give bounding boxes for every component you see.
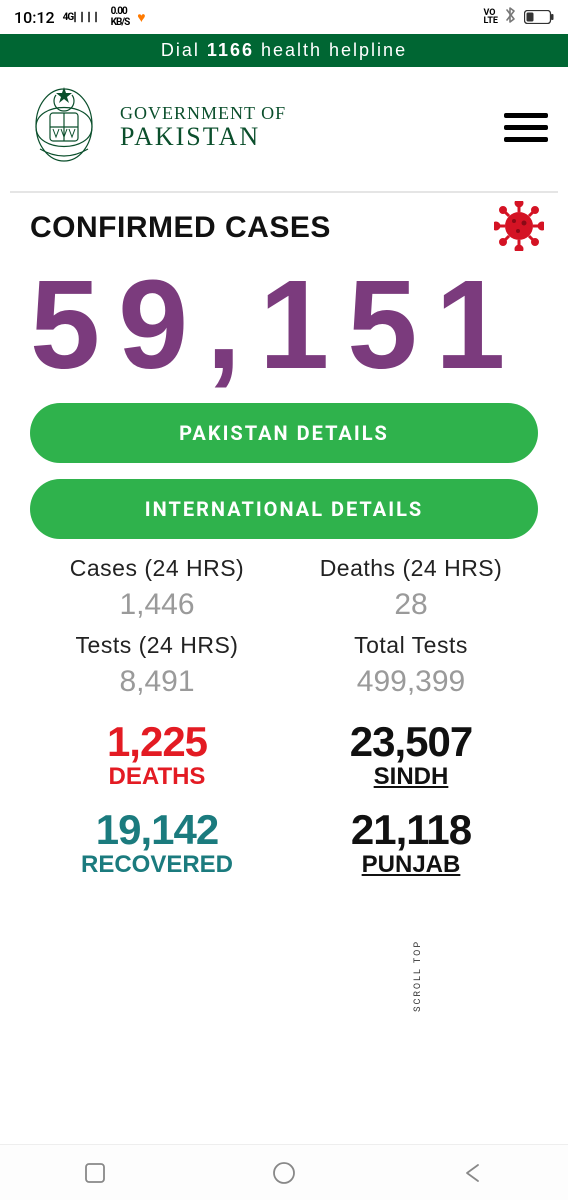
gov-line2: PAKISTAN: [120, 123, 286, 150]
cases24-value: 1,446: [30, 588, 284, 622]
deaths-number: 1,225: [30, 721, 284, 763]
deaths-cell: 1,225 DEATHS: [30, 721, 284, 789]
deaths-label: DEATHS: [30, 765, 284, 789]
heart-icon: ♥: [137, 9, 145, 26]
sindh-label: SINDH: [284, 765, 538, 789]
header: GOVERNMENT OF PAKISTAN: [0, 67, 568, 191]
scroll-top-button[interactable]: SCROLL TOP: [413, 940, 423, 1012]
cases24-label: Cases (24 HRS): [30, 555, 284, 582]
punjab-label: PUNJAB: [284, 853, 538, 877]
helpline-post: health helpline: [254, 40, 407, 60]
tests24-value: 8,491: [30, 665, 284, 699]
recovered-label: RECOVERED: [30, 853, 284, 877]
helpline-banner: Dial 1166 health helpline: [0, 34, 568, 67]
nav-home-button[interactable]: [270, 1159, 298, 1187]
menu-button[interactable]: [504, 113, 548, 142]
status-bar: 10:12 4G ⎸⎸⎸⎸ 0.00KB/S ♥ VO LTE: [0, 0, 568, 34]
network-speed: 0.00KB/S: [111, 6, 130, 28]
punjab-number: 21,118: [284, 809, 538, 851]
pakistan-details-button[interactable]: PAKISTAN DETAILS: [30, 403, 538, 463]
network-4g-icon: 4G ⎸⎸⎸⎸: [63, 12, 103, 23]
sindh-number: 23,507: [284, 721, 538, 763]
status-time: 10:12: [14, 8, 55, 27]
helpline-number: 1166: [207, 40, 254, 60]
pakistan-emblem-icon: [20, 83, 108, 171]
battery-icon: [524, 10, 554, 24]
deaths24-value: 28: [284, 588, 538, 622]
stats-card: CONFIRMED CASES: [10, 191, 558, 877]
nav-back-button[interactable]: [459, 1159, 487, 1187]
logo-block: GOVERNMENT OF PAKISTAN: [20, 83, 286, 171]
card-title: CONFIRMED CASES: [30, 211, 331, 245]
totaltests-value: 499,399: [284, 665, 538, 699]
gov-text: GOVERNMENT OF PAKISTAN: [120, 104, 286, 150]
volte-icon: VO LTE: [483, 9, 498, 25]
recovered-number: 19,142: [30, 809, 284, 851]
bluetooth-icon: [504, 6, 518, 28]
deaths24-label: Deaths (24 HRS): [284, 555, 538, 582]
stats-24hr-grid: Cases (24 HRS) Deaths (24 HRS) 1,446 28 …: [30, 555, 538, 703]
helpline-pre: Dial: [161, 40, 207, 60]
summary-grid: 1,225 DEATHS 23,507 SINDH 19,142 RECOVER…: [30, 721, 538, 877]
system-navbar: [0, 1144, 568, 1200]
tests24-label: Tests (24 HRS): [30, 632, 284, 659]
sindh-cell[interactable]: 23,507 SINDH: [284, 721, 538, 789]
virus-icon: [494, 201, 544, 255]
status-left: 10:12 4G ⎸⎸⎸⎸ 0.00KB/S ♥: [14, 6, 146, 28]
totaltests-label: Total Tests: [284, 632, 538, 659]
punjab-cell[interactable]: 21,118 PUNJAB: [284, 809, 538, 877]
nav-recent-button[interactable]: [81, 1159, 109, 1187]
gov-line1: GOVERNMENT OF: [120, 104, 286, 123]
card-title-row: CONFIRMED CASES: [30, 201, 538, 255]
status-right: VO LTE: [483, 6, 554, 28]
international-details-button[interactable]: INTERNATIONAL DETAILS: [30, 479, 538, 539]
confirmed-cases-number: 59,151: [30, 259, 538, 391]
recovered-cell: 19,142 RECOVERED: [30, 809, 284, 877]
